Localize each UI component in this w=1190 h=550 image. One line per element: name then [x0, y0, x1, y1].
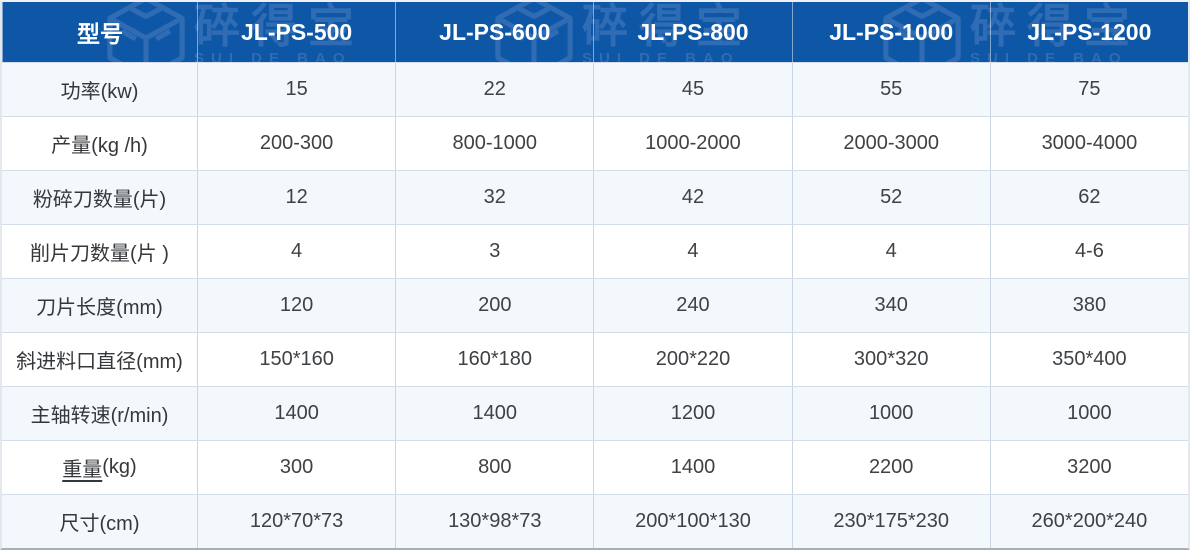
spec-value: 1000-2000 [593, 117, 791, 170]
row-label: 重量 (kg) [62, 456, 137, 481]
spec-value: 62 [989, 171, 1188, 224]
spec-value: 350*400 [989, 333, 1188, 386]
table-row: 主轴转速(r/min) 1400 1400 1200 1000 1000 [2, 386, 1188, 440]
spec-value: 2000-3000 [791, 117, 990, 170]
row-label: 削片刀数量(片 ) [30, 243, 169, 265]
spec-value: 4-6 [989, 225, 1188, 278]
spec-value: 3 [395, 225, 593, 278]
spec-value: 240 [593, 279, 791, 332]
row-label: 产量(kg /h) [51, 135, 148, 157]
table-row: 尺寸(cm) 120*70*73 130*98*73 200*100*130 230*1… [2, 494, 1188, 548]
spec-value: 800 [395, 441, 593, 494]
spec-value: 1000 [989, 387, 1188, 440]
spec-value: 3000-4000 [989, 117, 1188, 170]
row-label: 刀片长度(mm) [36, 297, 163, 319]
spec-value: 200*100*130 [593, 495, 791, 548]
spec-value: 380 [989, 279, 1188, 332]
table-row: 功率(kw) 15 22 45 55 75 [2, 62, 1188, 116]
spec-value: 230*175*230 [791, 495, 990, 548]
spec-value: 55 [791, 63, 990, 116]
spec-value: 4 [791, 225, 990, 278]
spec-value: 160*180 [395, 333, 593, 386]
row-label: 斜进料口直径(mm) [16, 351, 183, 373]
spec-value: 1400 [593, 441, 791, 494]
table-row: 重量 (kg) 300 800 1400 2200 3200 [2, 440, 1188, 494]
table-row: 削片刀数量(片 ) 4 3 4 4 4-6 [2, 224, 1188, 278]
row-label: 功率(kw) [60, 81, 139, 103]
spec-value: 42 [593, 171, 791, 224]
spec-value: 1200 [593, 387, 791, 440]
header-cell-jl-ps-500: JL-PS-500 [197, 2, 395, 62]
spec-value: 120*70*73 [197, 495, 395, 548]
spec-value: 2200 [791, 441, 990, 494]
spec-value: 200 [395, 279, 593, 332]
table-row: 粉碎刀数量(片) 12 32 42 52 62 [2, 170, 1188, 224]
spec-value: 45 [593, 63, 791, 116]
spec-value: 3200 [989, 441, 1188, 494]
table-row: 斜进料口直径(mm) 150*160 160*180 200*220 300*320 35… [2, 332, 1188, 386]
table-row: 刀片长度(mm) 120 200 240 340 380 [2, 278, 1188, 332]
spec-value: 1400 [197, 387, 395, 440]
spec-value: 15 [197, 63, 395, 116]
header-cell-jl-ps-1000: JL-PS-1000 [791, 2, 990, 62]
spec-value: 1400 [395, 387, 593, 440]
spec-value: 150*160 [197, 333, 395, 386]
spec-value: 200-300 [197, 117, 395, 170]
spec-value: 12 [197, 171, 395, 224]
spec-value: 300*320 [791, 333, 990, 386]
table-row: 产量(kg /h) 200-300 800-1000 1000-2000 2000-30… [2, 116, 1188, 170]
spec-value: 120 [197, 279, 395, 332]
header-cell-jl-ps-1200: JL-PS-1200 [989, 2, 1188, 62]
header-cell-jl-ps-600: JL-PS-600 [395, 2, 593, 62]
spec-value: 200*220 [593, 333, 791, 386]
header-cell-jl-ps-800: JL-PS-800 [593, 2, 791, 62]
spec-value: 340 [791, 279, 990, 332]
row-label: 主轴转速(r/min) [30, 405, 169, 427]
spec-value: 1000 [791, 387, 990, 440]
spec-value: 32 [395, 171, 593, 224]
spec-table-body: 功率(kw) 15 22 45 55 75 产量(kg /h) 200-300 800-1000… [2, 62, 1188, 548]
row-label: 粉碎刀数量(片) [32, 189, 167, 211]
spec-value: 260*200*240 [989, 495, 1188, 548]
spec-value: 4 [593, 225, 791, 278]
table-header: 碎得宝 SUI DE BAO [2, 2, 1188, 62]
spec-value: 130*98*73 [395, 495, 593, 548]
spec-value: 75 [989, 63, 1188, 116]
spec-value: 300 [197, 441, 395, 494]
header-cell-model: 型号 [2, 2, 197, 62]
spec-value: 52 [791, 171, 990, 224]
spec-value: 22 [395, 63, 593, 116]
spec-value: 800-1000 [395, 117, 593, 170]
spec-value: 4 [197, 225, 395, 278]
row-label: 尺寸(cm) [59, 513, 140, 535]
